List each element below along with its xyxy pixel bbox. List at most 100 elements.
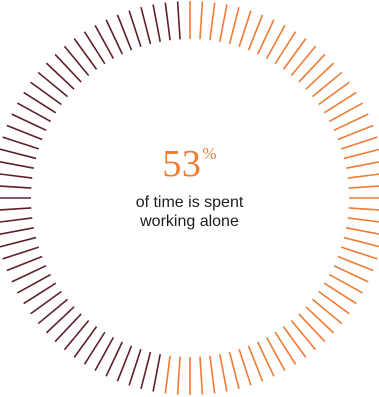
tick-remainder xyxy=(105,19,124,55)
tick-highlight xyxy=(274,331,297,365)
tick-remainder xyxy=(16,273,52,294)
stat-caption: of time is spent working alone xyxy=(0,193,379,231)
stat-value: 53 xyxy=(162,143,202,185)
tick-remainder xyxy=(63,45,90,76)
tick-highlight xyxy=(247,14,264,51)
tick-highlight xyxy=(164,355,171,394)
tick-remainder xyxy=(0,227,34,236)
tick-highlight xyxy=(323,282,357,305)
tick-highlight xyxy=(305,306,335,334)
tick-remainder xyxy=(6,124,43,141)
tick-highlight xyxy=(265,24,286,60)
tick-remainder xyxy=(94,336,115,372)
tick-remainder xyxy=(0,207,32,211)
tick-remainder xyxy=(54,53,82,83)
headline-stat: 53% xyxy=(162,145,216,183)
tick-remainder xyxy=(0,173,33,179)
tick-remainder xyxy=(73,38,98,70)
tick-highlight xyxy=(340,136,378,150)
tick-remainder xyxy=(73,326,98,358)
tick-highlight xyxy=(305,62,335,90)
tick-remainder xyxy=(30,290,62,315)
tick-remainder xyxy=(140,6,152,45)
tick-remainder xyxy=(54,313,82,343)
tick-highlight xyxy=(265,336,286,372)
tick-remainder xyxy=(116,14,133,51)
tick-remainder xyxy=(0,217,33,223)
caption-line-1: of time is spent xyxy=(135,194,244,211)
tick-remainder xyxy=(23,282,57,305)
tick-highlight xyxy=(238,10,252,48)
tick-highlight xyxy=(346,227,379,235)
tick-remainder xyxy=(30,81,62,106)
tick-remainder xyxy=(0,160,34,169)
tick-remainder xyxy=(0,185,32,189)
tick-highlight xyxy=(346,161,379,169)
tick-highlight xyxy=(219,354,228,392)
tick-highlight xyxy=(256,341,275,377)
tick-remainder xyxy=(16,102,52,123)
tick-remainder xyxy=(37,298,68,325)
tick-remainder xyxy=(116,345,133,382)
tick-remainder xyxy=(23,91,57,114)
tick-highlight xyxy=(343,148,379,160)
tick-highlight xyxy=(219,4,228,42)
tick-highlight xyxy=(199,1,204,40)
tick-highlight xyxy=(298,313,326,343)
tick-remainder xyxy=(2,246,40,260)
tick-highlight xyxy=(328,273,364,294)
tick-remainder xyxy=(11,264,47,283)
tick-highlight xyxy=(337,124,374,141)
tick-highlight xyxy=(333,264,369,283)
tick-highlight xyxy=(328,102,364,123)
caption-line-2: working alone xyxy=(140,213,239,230)
tick-highlight xyxy=(340,246,378,260)
tick-highlight xyxy=(290,320,317,351)
tick-remainder xyxy=(128,348,142,386)
tick-remainder xyxy=(6,255,43,272)
tick-highlight xyxy=(228,351,240,390)
tick-highlight xyxy=(312,71,343,98)
tick-highlight xyxy=(274,31,297,65)
tick-highlight xyxy=(282,38,307,70)
tick-remainder xyxy=(128,10,142,48)
tick-highlight xyxy=(348,185,379,189)
center-label: 53% of time is spent working alone xyxy=(0,145,379,231)
tick-remainder xyxy=(176,1,181,40)
tick-remainder xyxy=(105,341,124,377)
tick-highlight xyxy=(282,326,307,358)
tick-highlight xyxy=(312,298,343,325)
tick-highlight xyxy=(337,255,374,272)
tick-remainder xyxy=(63,320,90,351)
tick-remainder xyxy=(94,24,115,60)
tick-highlight xyxy=(209,355,216,394)
tick-remainder xyxy=(164,2,171,41)
tick-highlight xyxy=(247,345,264,382)
tick-remainder xyxy=(152,354,161,392)
tick-remainder xyxy=(2,136,40,150)
tick-highlight xyxy=(347,217,379,223)
tick-highlight xyxy=(333,113,369,132)
tick-remainder xyxy=(83,31,106,65)
tick-remainder xyxy=(0,236,37,248)
tick-highlight xyxy=(228,6,240,45)
tick-remainder xyxy=(140,351,152,390)
tick-remainder xyxy=(45,62,75,90)
tick-highlight xyxy=(209,2,216,41)
tick-remainder xyxy=(83,331,106,365)
tick-highlight xyxy=(176,356,181,395)
tick-remainder xyxy=(0,148,37,160)
tick-highlight xyxy=(348,207,379,211)
tick-remainder xyxy=(37,71,68,98)
tick-highlight xyxy=(323,91,357,114)
stat-unit: % xyxy=(202,144,217,163)
tick-remainder xyxy=(11,113,47,132)
tick-highlight xyxy=(199,356,204,395)
tick-highlight xyxy=(256,19,275,55)
tick-highlight xyxy=(298,53,326,83)
tick-remainder xyxy=(152,4,161,42)
tick-highlight xyxy=(347,173,379,179)
tick-highlight xyxy=(318,81,350,106)
